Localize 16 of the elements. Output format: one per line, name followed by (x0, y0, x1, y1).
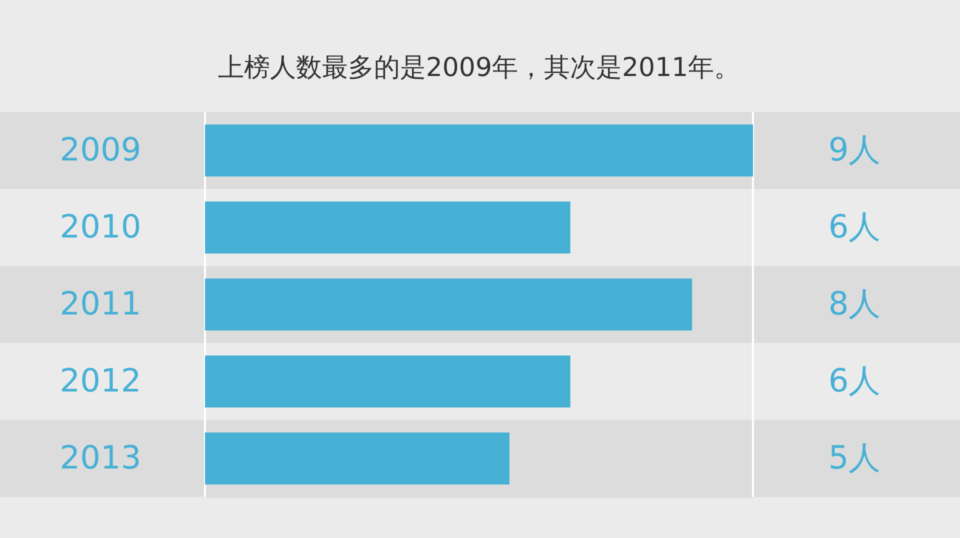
data-label: 6人 (828, 362, 881, 400)
data-label: 9人 (828, 130, 881, 168)
y-tick-label: 2011 (60, 284, 142, 322)
y-tick-label: 2010 (60, 208, 142, 246)
y-tick-label: 2013 (60, 438, 142, 476)
chart-title: 上榜人数最多的是2009年，其次是2011年。 (218, 53, 740, 83)
bar (205, 124, 753, 176)
bar (205, 278, 692, 330)
data-label: 5人 (828, 438, 881, 476)
y-tick-label: 2009 (60, 130, 142, 168)
data-label: 6人 (828, 208, 881, 246)
bar (205, 202, 570, 254)
data-label: 8人 (828, 284, 881, 322)
bar (205, 432, 510, 484)
bar (205, 356, 570, 408)
y-tick-label: 2012 (60, 362, 142, 400)
